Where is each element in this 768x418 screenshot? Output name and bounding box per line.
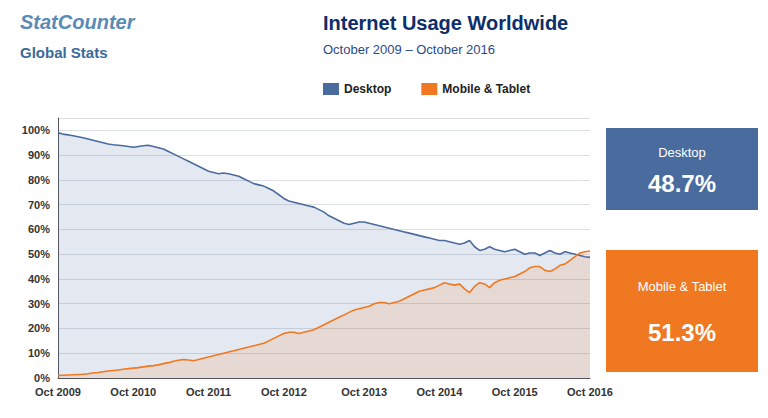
svg-text:50%: 50%	[28, 248, 50, 260]
svg-text:Desktop: Desktop	[344, 82, 391, 96]
svg-text:Global Stats: Global Stats	[20, 44, 108, 61]
svg-text:Internet Usage Worldwide: Internet Usage Worldwide	[323, 12, 568, 34]
svg-text:20%: 20%	[28, 322, 50, 334]
svg-text:48.7%: 48.7%	[648, 170, 716, 197]
svg-text:60%: 60%	[28, 223, 50, 235]
svg-text:Oct 2011: Oct 2011	[186, 386, 231, 398]
svg-text:Mobile & Tablet: Mobile & Tablet	[638, 279, 727, 294]
svg-text:Oct 2010: Oct 2010	[110, 386, 156, 398]
svg-text:Desktop: Desktop	[658, 145, 706, 160]
svg-text:Oct 2014: Oct 2014	[416, 386, 463, 398]
svg-text:10%: 10%	[28, 347, 50, 359]
svg-text:Oct 2012: Oct 2012	[261, 386, 307, 398]
svg-text:StatCounter: StatCounter	[20, 11, 136, 33]
svg-text:Oct 2016: Oct 2016	[567, 386, 613, 398]
svg-text:Oct 2015: Oct 2015	[492, 386, 538, 398]
svg-text:80%: 80%	[28, 174, 50, 186]
svg-text:October 2009 – October 2016: October 2009 – October 2016	[323, 42, 495, 57]
svg-text:0%: 0%	[34, 372, 50, 384]
svg-text:70%: 70%	[28, 199, 50, 211]
svg-text:Oct 2009: Oct 2009	[35, 386, 81, 398]
svg-text:90%: 90%	[28, 149, 50, 161]
svg-text:100%: 100%	[22, 124, 50, 136]
svg-text:Mobile & Tablet: Mobile & Tablet	[442, 82, 530, 96]
svg-text:30%: 30%	[28, 298, 50, 310]
svg-text:Oct 2013: Oct 2013	[341, 386, 387, 398]
svg-text:40%: 40%	[28, 273, 50, 285]
svg-text:51.3%: 51.3%	[648, 319, 716, 346]
